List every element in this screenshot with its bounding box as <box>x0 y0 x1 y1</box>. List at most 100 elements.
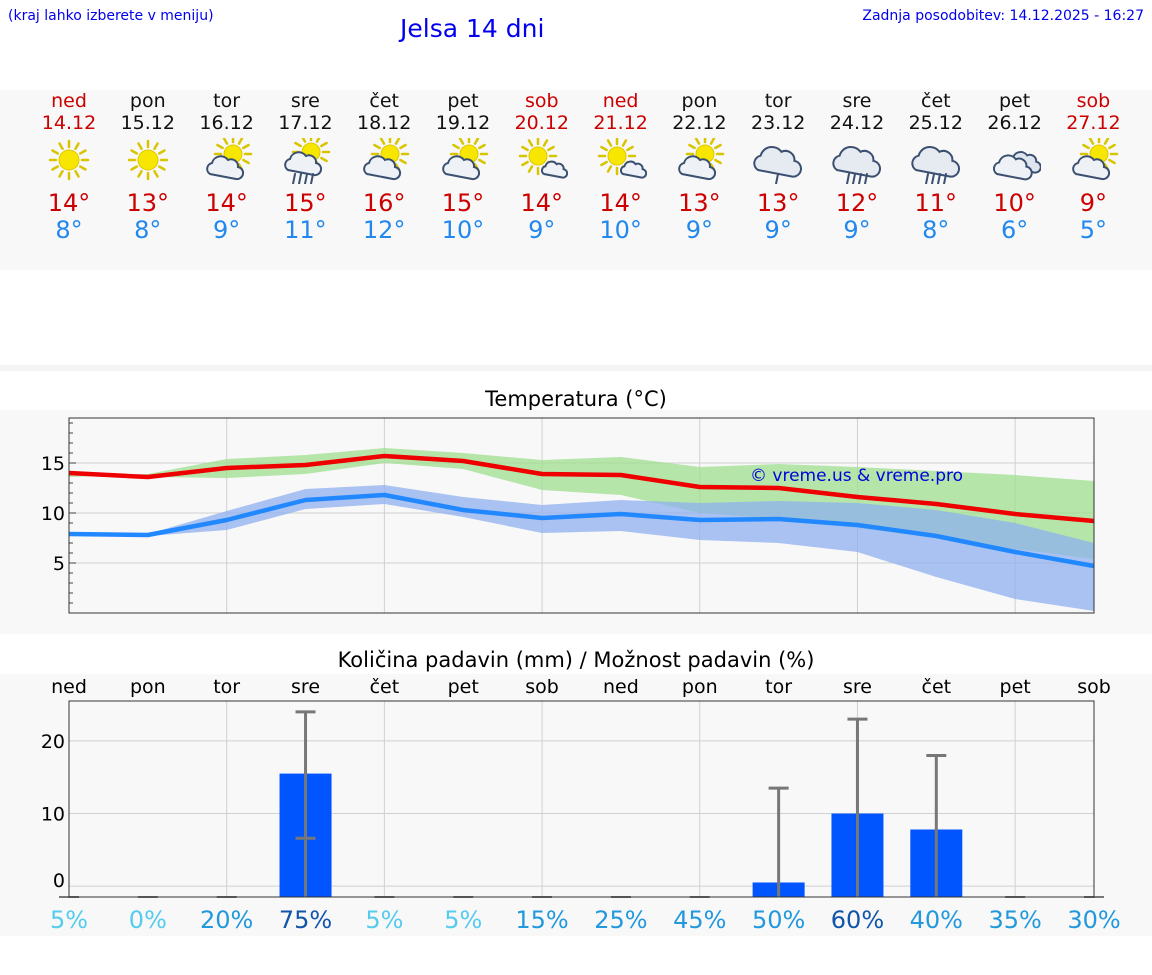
location-hint[interactable]: (kraj lahko izberete v meniju) <box>8 8 214 24</box>
y-tick-label: 15 <box>41 453 65 475</box>
precip-day-label: pet <box>448 676 479 698</box>
precip-probability: 45% <box>673 906 726 934</box>
forecast-day-name: ned <box>602 90 639 112</box>
last-updated: Zadnja posodobitev: 14.12.2025 - 16:27 <box>862 8 1144 24</box>
forecast-date: 17.12 <box>278 112 333 134</box>
precip-day-label: pon <box>682 676 718 698</box>
forecast-max-temp: 13° <box>678 189 721 217</box>
forecast-min-temp: 9° <box>843 216 871 244</box>
watermark: © vreme.us & vreme.pro <box>750 466 963 486</box>
forecast-day: ned 14.12 14° 8° <box>29 90 109 244</box>
temperature-band-min <box>69 485 1094 611</box>
forecast-date: 27.12 <box>1066 112 1121 134</box>
forecast-date: 24.12 <box>829 112 885 134</box>
forecast-date: 23.12 <box>750 112 806 134</box>
precip-probability: 5% <box>50 906 88 934</box>
sun-small-cloud-icon <box>518 138 568 179</box>
precip-probability: 15% <box>515 906 568 934</box>
forecast-date: 25.12 <box>908 112 963 134</box>
precip-day-label: sre <box>843 676 872 698</box>
sun-small-cloud-icon <box>597 138 647 179</box>
precip-probability: 20% <box>200 906 253 934</box>
forecast-min-temp: 9° <box>212 216 241 244</box>
forecast-max-temp: 14° <box>47 189 91 217</box>
y-tick-label: 5 <box>53 553 65 575</box>
forecast-max-temp: 12° <box>835 189 879 217</box>
precip-day-label: tor <box>213 676 240 698</box>
forecast-date: 15.12 <box>120 112 175 134</box>
precip-probability: 60% <box>831 906 884 934</box>
cloud-icon <box>992 151 1041 181</box>
forecast-day: čet 18.12 16° 12° <box>344 90 424 244</box>
forecast-day-name: tor <box>764 90 792 112</box>
precip-probability: 50% <box>752 906 805 934</box>
forecast-day: ned 21.12 14° 10° <box>581 90 661 244</box>
sun-cloud-rain-icon <box>284 138 331 184</box>
forecast-day-name: pon <box>129 90 166 112</box>
precip-probability: 40% <box>910 906 963 934</box>
precip-day-label: čet <box>922 676 952 698</box>
forecast-min-temp: 6° <box>1000 216 1029 244</box>
sun-cloud-icon <box>1072 138 1119 181</box>
forecast-day-name: čet <box>369 90 399 112</box>
forecast-strip: ned 14.12 14° 8° pon 15.12 13° 8° tor 16.12 14° 9° s… <box>0 90 1152 270</box>
forecast-max-temp: 13° <box>756 189 800 217</box>
precip-day-label: pon <box>130 676 166 698</box>
forecast-max-temp: 14° <box>205 189 248 217</box>
forecast-day: čet 25.12 11° 8° <box>896 90 976 244</box>
precip-probability: 35% <box>988 906 1041 934</box>
forecast-day-name: tor <box>213 90 241 112</box>
forecast-day-name: čet <box>921 90 951 112</box>
forecast-min-temp: 10° <box>599 216 642 244</box>
forecast-min-temp: 8° <box>134 216 162 244</box>
forecast-max-temp: 15° <box>284 189 327 217</box>
forecast-max-temp: 9° <box>1079 189 1108 217</box>
forecast-min-temp: 9° <box>528 216 556 244</box>
precip-probability: 5% <box>365 906 403 934</box>
precip-probability: 5% <box>444 906 482 934</box>
forecast-date: 21.12 <box>593 112 648 134</box>
temperature-band-max <box>69 448 1094 559</box>
precip-day-label: sob <box>525 676 559 698</box>
separator <box>0 365 1152 371</box>
forecast-date: 14.12 <box>41 112 97 134</box>
sun-icon <box>127 139 169 181</box>
forecast-min-temp: 9° <box>685 216 714 244</box>
precip-day-label: sre <box>291 676 320 698</box>
forecast-max-temp: 10° <box>993 189 1036 217</box>
precipitation-chart: ned pon tor sre čet pet sob ned pon tor sre čet pet s… <box>0 674 1152 936</box>
sun-cloud-icon <box>205 138 252 181</box>
forecast-date: 26.12 <box>987 112 1042 134</box>
precip-probability: 25% <box>594 906 647 934</box>
temperature-chart-title: Temperatura (°C) <box>485 387 667 411</box>
y-tick-label: 0 <box>53 870 65 892</box>
forecast-max-temp: 15° <box>441 189 485 217</box>
forecast-day-name: sob <box>525 90 559 112</box>
forecast-day: sob 20.12 14° 9° <box>502 90 582 244</box>
forecast-max-temp: 14° <box>599 189 642 217</box>
axis-frame <box>68 700 1095 898</box>
forecast-day: pet 26.12 10° 6° <box>975 90 1055 244</box>
precip-probability: 75% <box>279 906 332 934</box>
forecast-day: tor 23.12 13° 9° <box>738 90 818 244</box>
forecast-date: 20.12 <box>514 112 569 134</box>
precip-day-label: ned <box>51 676 87 698</box>
precip-day-label: čet <box>370 676 400 698</box>
precip-day-label: tor <box>765 676 792 698</box>
forecast-day: tor 16.12 14° 9° <box>187 90 267 244</box>
forecast-min-temp: 11° <box>284 216 327 244</box>
forecast-min-temp: 12° <box>362 216 406 244</box>
precip-day-label: sob <box>1077 676 1111 698</box>
forecast-min-temp: 8° <box>55 216 83 244</box>
y-tick-label: 10 <box>41 503 65 525</box>
forecast-date: 19.12 <box>435 112 491 134</box>
sun-icon <box>48 139 90 181</box>
sun-cloud-icon <box>442 138 489 181</box>
forecast-day-name: pet <box>447 90 479 112</box>
precipitation-chart-title: Količina padavin (mm) / Možnost padavin … <box>337 648 815 672</box>
forecast-day-name: sre <box>842 90 872 112</box>
forecast-date: 18.12 <box>356 112 412 134</box>
forecast-min-temp: 8° <box>922 216 950 244</box>
cloud-heavy-rain-icon <box>911 145 960 184</box>
forecast-day: sre 24.12 12° 9° <box>817 90 897 244</box>
